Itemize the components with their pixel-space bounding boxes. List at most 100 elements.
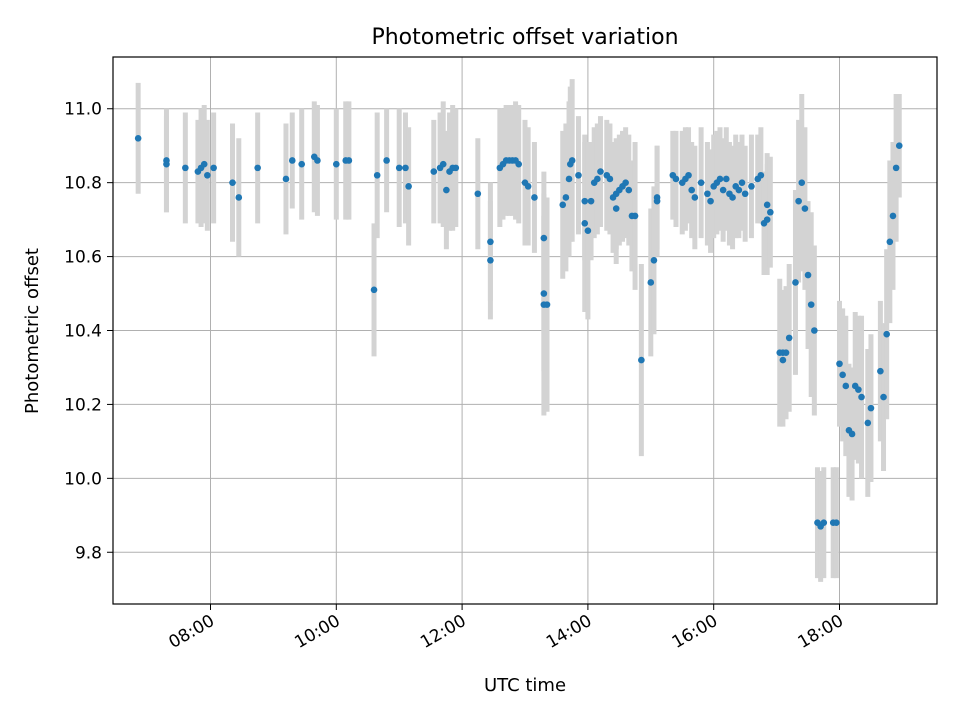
data-point [833, 519, 840, 526]
data-point [880, 393, 887, 401]
data-point [707, 197, 714, 205]
data-point [685, 171, 692, 179]
data-point [672, 175, 680, 183]
data-point [373, 171, 381, 179]
data-point [798, 179, 806, 186]
data-point [581, 197, 589, 205]
data-point [842, 382, 850, 390]
data-point [439, 160, 447, 168]
data-point [568, 157, 576, 164]
data-point [741, 190, 749, 198]
data-point [801, 205, 809, 212]
data-point [889, 212, 897, 220]
data-point [210, 164, 217, 172]
x-tick-label: 14:00 [543, 611, 595, 653]
data-point [443, 186, 450, 194]
data-point [134, 135, 142, 142]
data-point [200, 160, 208, 168]
data-point [383, 157, 390, 164]
data-point [804, 271, 812, 279]
y-axis-ticks: 9.8 10.0 10.2 10.4 10.6 10.8 11.0 [64, 100, 113, 563]
data-point [314, 157, 321, 164]
data-point [430, 168, 438, 175]
x-axis-ticks: 08:00 10:00 12:00 14:00 16:00 18:00 [166, 604, 847, 653]
x-tick-label: 18:00 [795, 611, 847, 653]
data-points [134, 135, 903, 530]
data-point [587, 197, 595, 205]
data-point [811, 327, 818, 334]
data-point [395, 164, 403, 172]
data-point [719, 186, 727, 194]
y-tick-label: 10.8 [64, 174, 102, 194]
data-point [487, 256, 494, 264]
data-point [594, 175, 601, 183]
data-point [779, 356, 787, 364]
data-point [332, 160, 340, 168]
data-point [282, 175, 290, 183]
data-point [254, 164, 261, 172]
data-point [229, 179, 236, 186]
x-tick-label: 12:00 [417, 611, 469, 653]
data-point [792, 279, 799, 286]
data-point [235, 194, 243, 201]
data-point [748, 183, 755, 190]
data-point [524, 183, 532, 190]
data-point [848, 430, 856, 438]
data-point [531, 194, 538, 201]
y-tick-label: 10.0 [64, 469, 102, 489]
data-point [597, 168, 604, 175]
data-point [782, 349, 790, 356]
y-axis-label: Photometric offset [22, 248, 43, 414]
data-point [647, 279, 655, 286]
data-point [757, 171, 765, 179]
data-point [288, 157, 296, 164]
data-point [738, 179, 746, 186]
data-point [864, 419, 872, 427]
data-point [622, 179, 629, 186]
data-point [895, 142, 903, 150]
data-point [540, 290, 548, 297]
data-point [688, 186, 695, 194]
data-point [820, 519, 828, 526]
data-point [345, 157, 353, 164]
data-point [716, 175, 724, 183]
data-point [763, 216, 771, 223]
x-axis-label: UTC time [484, 675, 566, 696]
data-point [795, 197, 802, 205]
data-point [452, 164, 460, 172]
data-point [515, 160, 523, 168]
data-point [807, 301, 815, 308]
data-point [612, 205, 620, 212]
data-point [606, 175, 614, 183]
data-point [204, 171, 211, 179]
y-tick-label: 11.0 [64, 100, 102, 120]
data-point [562, 194, 570, 201]
data-point [886, 238, 894, 246]
data-point [763, 201, 771, 209]
data-point [892, 164, 900, 172]
data-point [405, 183, 412, 190]
data-point [298, 160, 306, 168]
data-point [650, 256, 658, 264]
y-tick-label: 10.6 [64, 248, 102, 268]
data-point [638, 356, 645, 364]
data-point [474, 190, 482, 198]
data-point [729, 194, 736, 201]
data-point [540, 301, 548, 308]
data-point [631, 212, 639, 220]
data-point [735, 186, 743, 194]
data-point [883, 330, 890, 338]
data-point [581, 220, 589, 227]
y-tick-label: 10.4 [64, 322, 102, 342]
y-tick-label: 10.2 [64, 395, 102, 415]
data-point [540, 234, 548, 242]
data-point [767, 208, 774, 216]
data-point [559, 201, 567, 209]
data-point [625, 186, 633, 194]
data-point [487, 238, 494, 246]
data-point [182, 164, 189, 172]
data-point [653, 194, 661, 201]
data-point [402, 164, 409, 172]
x-tick-label: 10:00 [291, 611, 343, 653]
